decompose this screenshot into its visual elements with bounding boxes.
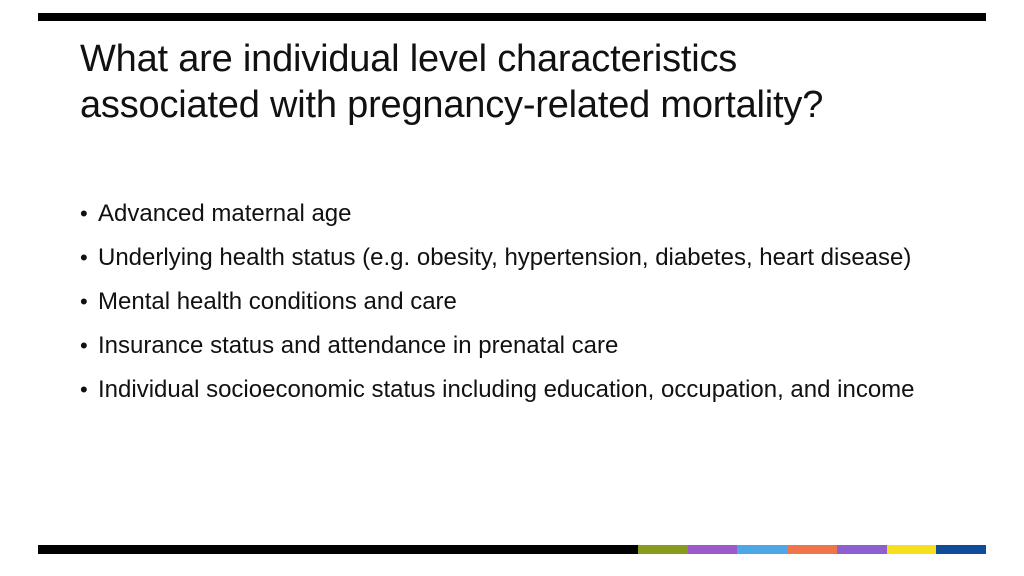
- bottom-rule: [38, 545, 638, 554]
- bullet-text: Advanced maternal age: [98, 200, 352, 227]
- bullet-item: • Insurance status and attendance in pre…: [80, 330, 960, 362]
- accent-segment: [836, 545, 887, 554]
- bullet-item: • Advanced maternal age: [80, 198, 960, 230]
- accent-segment: [886, 545, 937, 554]
- bullet-item: • Mental health conditions and care: [80, 286, 960, 318]
- accent-segment: [936, 545, 987, 554]
- bullet-dot-icon: •: [80, 245, 88, 270]
- bullet-text: Mental health conditions and care: [98, 288, 457, 315]
- accent-segment: [737, 545, 788, 554]
- bullet-text: Individual socioeconomic status includin…: [98, 376, 915, 403]
- accent-segment: [638, 545, 688, 554]
- accent-segment: [787, 545, 837, 554]
- slide-title: What are individual level characteristic…: [80, 36, 980, 128]
- bullet-text: Insurance status and attendance in prena…: [98, 332, 619, 359]
- bullet-text: Underlying health status (e.g. obesity, …: [98, 244, 912, 271]
- bullet-dot-icon: •: [80, 377, 88, 402]
- bullet-item: • Individual socioeconomic status includ…: [80, 374, 960, 406]
- title-line-2: associated with pregnancy-related mortal…: [80, 84, 824, 126]
- top-rule: [38, 13, 986, 21]
- bullet-dot-icon: •: [80, 201, 88, 226]
- accent-segment: [687, 545, 738, 554]
- title-line-1: What are individual level characteristic…: [80, 38, 738, 80]
- bullet-dot-icon: •: [80, 289, 88, 314]
- bullet-item: • Underlying health status (e.g. obesity…: [80, 242, 960, 274]
- bullet-list: • Advanced maternal age • Underlying hea…: [80, 198, 960, 418]
- bottom-accent-bar: [38, 545, 987, 554]
- bullet-dot-icon: •: [80, 333, 88, 358]
